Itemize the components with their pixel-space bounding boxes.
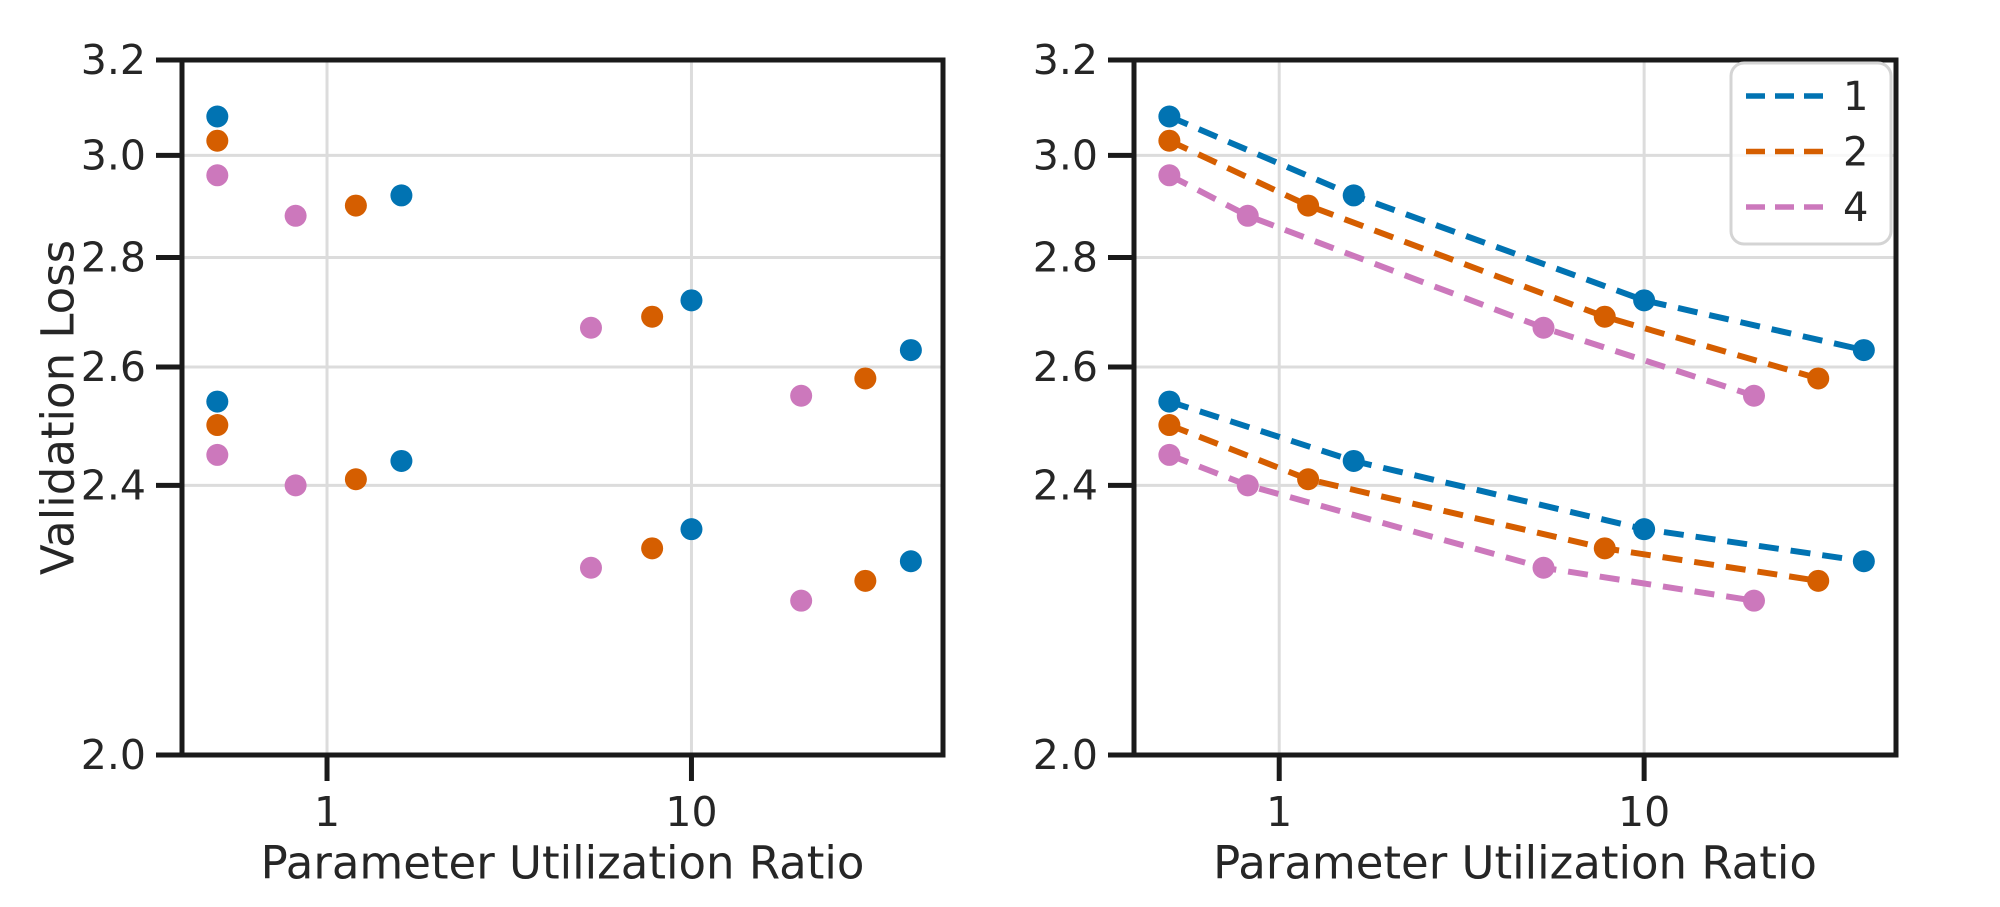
data-point-series-4: [790, 589, 813, 612]
y-tick-label: 2.4: [1033, 461, 1098, 509]
data-point-series-1: [390, 449, 413, 472]
data-point-series-1: [1633, 289, 1656, 312]
x-axis-label: Parameter Utilization Ratio: [261, 837, 865, 890]
data-point-series-2: [1158, 129, 1181, 152]
data-point-series-4: [284, 204, 307, 227]
y-tick-label: 3.2: [81, 36, 146, 84]
data-point-series-2: [206, 414, 229, 437]
data-point-series-4: [206, 443, 229, 466]
legend: 1 2 4: [1729, 61, 1893, 246]
data-point-series-4: [790, 384, 813, 407]
data-point-series-4: [579, 316, 602, 339]
legend-label: 1: [1843, 74, 1868, 120]
data-point-series-1: [1852, 550, 1875, 573]
series-line-4-upper: [1167, 172, 1755, 399]
data-point-series-4: [1236, 204, 1259, 227]
data-point-series-1: [680, 289, 703, 312]
x-tick-label: 10: [1618, 788, 1670, 836]
data-point-series-1: [1158, 105, 1181, 128]
data-point-series-4: [579, 556, 602, 579]
data-point-series-1: [1158, 390, 1181, 413]
y-axis-label: Validation Loss: [32, 240, 85, 575]
x-tick-label: 1: [1266, 788, 1292, 836]
data-point-series-4: [1532, 556, 1555, 579]
series-line-1-upper: [1168, 113, 1865, 354]
data-point-series-2: [641, 305, 664, 328]
data-point-series-2: [1807, 367, 1830, 390]
axes-spines: [179, 57, 946, 758]
series-line-4-lower: [1168, 452, 1755, 604]
series-line-2-upper: [1168, 138, 1820, 382]
data-point-series-4: [1158, 443, 1181, 466]
y-tick-label: 2.4: [81, 461, 146, 509]
x-tick-label: 1: [314, 788, 340, 836]
data-point-series-1: [899, 550, 922, 573]
series-line-2-lower: [1168, 422, 1819, 584]
data-point-series-1: [206, 390, 229, 413]
data-point-series-2: [1807, 569, 1830, 592]
data-point-series-2: [344, 468, 367, 491]
legend-entry-4: 4: [1746, 185, 1868, 231]
data-point-series-4: [1742, 589, 1765, 612]
data-point-series-4: [1158, 164, 1181, 187]
data-point-series-4: [1236, 474, 1259, 497]
y-tick-label: 2.0: [81, 731, 146, 779]
legend-entry-2: 2: [1746, 130, 1868, 176]
data-point-series-1: [1342, 184, 1365, 207]
legend-label: 4: [1843, 185, 1868, 231]
data-point-series-1: [680, 518, 703, 541]
data-point-series-2: [1593, 305, 1616, 328]
data-point-series-2: [1593, 537, 1616, 560]
data-point-series-2: [641, 537, 664, 560]
data-point-series-1: [206, 105, 229, 128]
data-point-series-1: [1633, 518, 1656, 541]
legend-entry-1: 1: [1746, 74, 1868, 120]
data-point-series-1: [1852, 339, 1875, 362]
data-point-series-2: [1297, 194, 1320, 217]
axes-spines: [1131, 57, 1899, 758]
data-point-series-2: [344, 194, 367, 217]
y-tick-label: 2.8: [81, 233, 146, 281]
x-tick-label: 10: [665, 788, 717, 836]
data-point-series-4: [284, 474, 307, 497]
y-tick-label: 2.0: [1033, 731, 1098, 779]
y-tick-label: 2.6: [1033, 343, 1098, 391]
data-point-series-1: [1342, 449, 1365, 472]
y-tick-label: 3.0: [81, 131, 146, 179]
series-line-1-lower: [1168, 398, 1865, 565]
data-point-series-4: [206, 164, 229, 187]
x-axis-label: Parameter Utilization Ratio: [1213, 837, 1817, 890]
data-point-series-2: [854, 569, 877, 592]
data-point-series-2: [1297, 468, 1320, 491]
data-point-series-1: [390, 184, 413, 207]
y-tick-label: 3.2: [1033, 36, 1098, 84]
data-point-series-2: [854, 367, 877, 390]
data-point-series-2: [206, 129, 229, 152]
legend-label: 2: [1843, 130, 1868, 176]
y-tick-label: 2.8: [1033, 233, 1098, 281]
data-point-series-4: [1532, 316, 1555, 339]
data-point-series-1: [899, 339, 922, 362]
data-point-series-4: [1742, 384, 1765, 407]
y-tick-label: 3.0: [1033, 131, 1098, 179]
data-point-series-2: [1158, 414, 1181, 437]
y-tick-label: 2.6: [81, 343, 146, 391]
